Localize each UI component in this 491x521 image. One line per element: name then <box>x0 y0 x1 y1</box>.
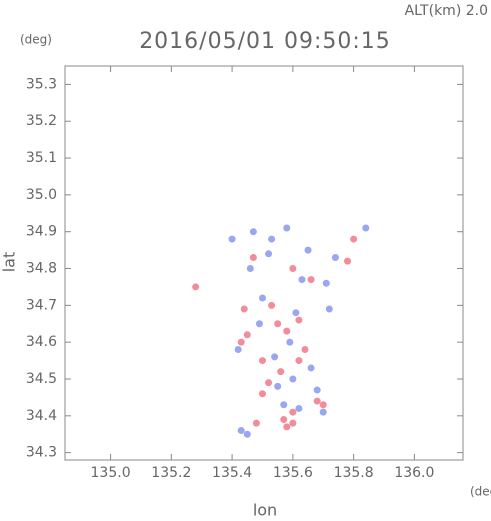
echo-point <box>313 386 321 394</box>
echo-point <box>362 224 370 232</box>
x-tick-label: 135.6 <box>273 465 313 481</box>
echo-point <box>252 419 260 427</box>
echo-point <box>283 327 291 335</box>
echo-point <box>268 301 276 309</box>
y-tick-label: 34.9 <box>26 224 57 240</box>
x-tick-label: 135.8 <box>334 465 374 481</box>
echo-point <box>249 253 257 261</box>
plot-frame <box>64 65 464 461</box>
echo-point <box>289 408 297 416</box>
echo-point <box>277 368 285 376</box>
echo-point <box>246 265 254 273</box>
x-tick-label: 135.2 <box>151 465 191 481</box>
echo-point <box>289 265 297 273</box>
y-tick-label: 34.3 <box>26 445 57 461</box>
x-tick-label: 135.4 <box>212 465 252 481</box>
echo-point <box>295 404 303 412</box>
echo-point <box>265 250 273 258</box>
echo-point <box>274 382 282 390</box>
echo-point <box>237 338 245 346</box>
echo-point <box>258 294 266 302</box>
echo-point <box>322 279 330 287</box>
echo-point <box>283 423 291 431</box>
echo-point <box>325 305 333 313</box>
echo-point <box>289 375 297 383</box>
echo-point <box>240 305 248 313</box>
y-tick-label: 34.7 <box>26 297 57 313</box>
echo-point <box>307 276 315 284</box>
x-tick-label: 136.0 <box>394 465 434 481</box>
echo-point <box>295 357 303 365</box>
y-tick-label: 35.3 <box>26 76 57 92</box>
echo-point <box>274 320 282 328</box>
y-unit: (deg) <box>20 33 52 47</box>
y-tick-label: 34.8 <box>26 261 57 277</box>
echo-point <box>301 346 309 354</box>
echo-point <box>249 228 257 236</box>
y-tick-label: 35.2 <box>26 113 57 129</box>
x-unit: (deg) <box>470 485 491 499</box>
x-axis-label: lon <box>253 501 277 520</box>
y-tick-label: 35.1 <box>26 150 57 166</box>
echo-point <box>255 320 263 328</box>
echo-point <box>234 346 242 354</box>
echo-point <box>350 235 358 243</box>
echo-point <box>307 364 315 372</box>
echo-point <box>237 427 245 435</box>
echo-point <box>228 235 236 243</box>
altitude-label: ALT(km) 2.0 <box>405 3 488 19</box>
echo-point <box>268 235 276 243</box>
y-axis-label: lat <box>0 252 19 273</box>
echo-point <box>283 224 291 232</box>
echo-point <box>319 408 327 416</box>
echo-point <box>295 316 303 324</box>
echo-point <box>243 331 251 339</box>
echo-point <box>331 253 339 261</box>
echo-point <box>192 283 200 291</box>
x-tick-label: 135.0 <box>91 465 131 481</box>
echo-point <box>292 309 300 317</box>
echo-point <box>258 390 266 398</box>
echo-point <box>271 353 279 361</box>
echo-point <box>304 246 312 254</box>
echo-point <box>313 397 321 405</box>
echo-point <box>280 401 288 409</box>
echo-point <box>289 419 297 427</box>
y-tick-label: 34.6 <box>26 334 57 350</box>
echo-point <box>319 401 327 409</box>
echo-point <box>286 338 294 346</box>
echo-point <box>265 379 273 387</box>
echo-point <box>344 257 352 265</box>
y-tick-label: 34.5 <box>26 371 57 387</box>
echo-point <box>258 357 266 365</box>
echo-point <box>243 430 251 438</box>
y-tick-label: 35.0 <box>26 187 57 203</box>
echo-point <box>298 276 306 284</box>
echo-point <box>280 415 288 423</box>
y-tick-label: 34.4 <box>26 408 57 424</box>
chart-title: 2016/05/01 09:50:15 <box>139 29 391 54</box>
